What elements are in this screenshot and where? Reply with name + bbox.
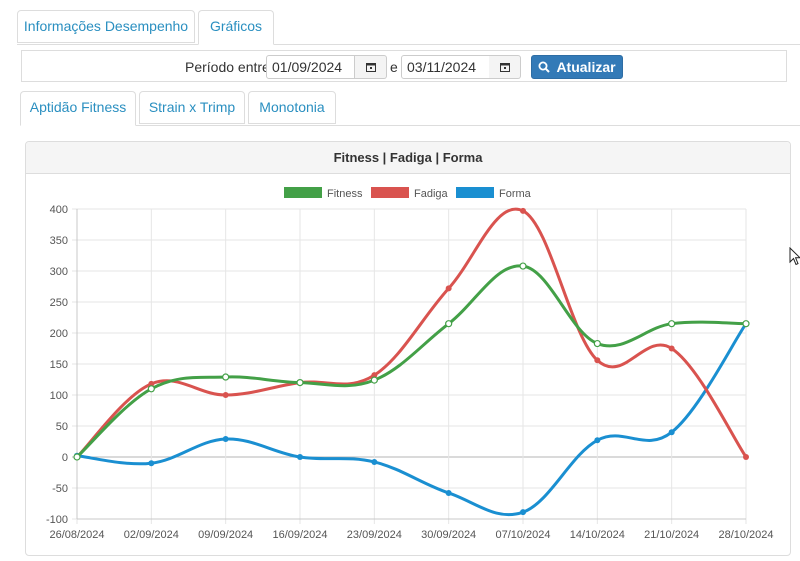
series-line-fadiga: [75, 207, 748, 459]
y-tick-label: 250: [50, 297, 68, 309]
tab-informacoes-desempenho[interactable]: Informações Desempenho: [17, 10, 195, 43]
date-to-calendar-button[interactable]: [489, 55, 521, 79]
date-from-calendar-button[interactable]: [355, 55, 387, 79]
data-point-forma: [445, 489, 452, 496]
data-point-forma: [222, 436, 229, 443]
x-tick-label: 30/09/2024: [421, 529, 476, 541]
search-icon: [538, 61, 551, 73]
tab-graficos[interactable]: Gráficos: [198, 10, 274, 45]
date-from-input[interactable]: [266, 55, 355, 79]
data-point-fitness: [370, 376, 378, 384]
data-point-fitness: [668, 320, 676, 328]
x-tick-label: 07/10/2024: [495, 529, 550, 541]
data-point-forma: [668, 429, 675, 436]
data-point-forma: [594, 437, 601, 444]
data-point-fadiga: [222, 392, 229, 398]
y-tick-label: 0: [62, 452, 68, 464]
data-point-fadiga: [445, 285, 452, 292]
period-filter-bar: Período entre e Atualizar: [21, 50, 787, 82]
data-point-fadiga: [520, 207, 526, 214]
data-point-fadiga: [668, 345, 675, 352]
y-tick-label: 400: [50, 204, 68, 216]
y-tick-label: 200: [50, 328, 68, 340]
y-tick-label: -100: [46, 514, 68, 526]
cursor-icon: [789, 247, 800, 266]
data-point-fadiga: [743, 454, 749, 460]
data-point-fitness: [222, 373, 230, 381]
series-line-forma: [76, 322, 748, 517]
x-tick-label: 14/10/2024: [570, 529, 625, 541]
period-separator: e: [390, 59, 398, 75]
x-tick-label: 26/08/2024: [49, 529, 104, 541]
legend-label-fitness: Fitness: [327, 188, 363, 200]
fitness-fatigue-form-chart: -100 -50 0 50 100 150 200 250 300 350 400 26/08/202…: [46, 187, 774, 541]
calendar-icon: [365, 63, 376, 72]
y-tick-label: 50: [56, 421, 68, 433]
data-point-fadiga: [371, 372, 378, 379]
date-to-input[interactable]: [401, 55, 490, 79]
legend-swatch-fadiga: [371, 187, 409, 198]
period-label: Período entre: [185, 59, 270, 75]
legend-label-fadiga: Fadiga: [414, 188, 449, 200]
main-tabs: Informações Desempenho Gráficos: [17, 10, 800, 45]
y-tick-label: 100: [50, 390, 68, 402]
series-line-fitness: [75, 264, 747, 459]
legend-swatch-fitness: [284, 187, 322, 198]
chart-subtabs: Aptidão Fitness Strain x Trimp Monotonia: [20, 91, 800, 126]
y-tick-label: -50: [52, 483, 68, 495]
data-point-fitness: [742, 320, 750, 328]
data-point-fitness: [296, 379, 304, 387]
data-point-fitness: [147, 385, 155, 393]
data-point-fitness: [519, 262, 527, 270]
x-tick-label: 02/09/2024: [124, 529, 179, 541]
data-point-fitness: [445, 320, 453, 328]
x-tick-label: 21/10/2024: [644, 529, 699, 541]
legend-swatch-forma: [456, 187, 494, 198]
x-tick-label: 16/09/2024: [272, 529, 327, 541]
legend-label-forma: Forma: [499, 188, 532, 200]
y-tick-label: 300: [50, 266, 68, 278]
data-point-fadiga: [148, 380, 155, 387]
data-point-fadiga: [594, 357, 601, 364]
x-tick-label: 23/09/2024: [347, 529, 402, 541]
data-point-forma: [297, 454, 303, 460]
chart-panel: Fitness | Fadiga | Forma -100 -50 0 50 100 15…: [25, 141, 791, 556]
data-point-fitness: [593, 339, 601, 348]
refresh-label: Atualizar: [556, 59, 616, 75]
x-tick-label: 28/10/2024: [718, 529, 773, 541]
data-point-forma: [371, 458, 378, 465]
calendar-icon: [499, 63, 510, 72]
data-point-forma: [148, 460, 155, 467]
tab-aptidao-fitness[interactable]: Aptidão Fitness: [20, 91, 136, 126]
y-tick-label: 350: [50, 235, 68, 247]
tab-monotonia[interactable]: Monotonia: [248, 91, 336, 124]
refresh-button[interactable]: Atualizar: [531, 55, 623, 79]
data-point-fitness: [73, 453, 81, 461]
tab-strain-x-trimp[interactable]: Strain x Trimp: [139, 91, 245, 124]
data-point-forma: [520, 509, 526, 516]
x-tick-label: 09/09/2024: [198, 529, 253, 541]
panel-title: Fitness | Fadiga | Forma: [26, 142, 790, 174]
y-tick-label: 150: [50, 359, 68, 371]
